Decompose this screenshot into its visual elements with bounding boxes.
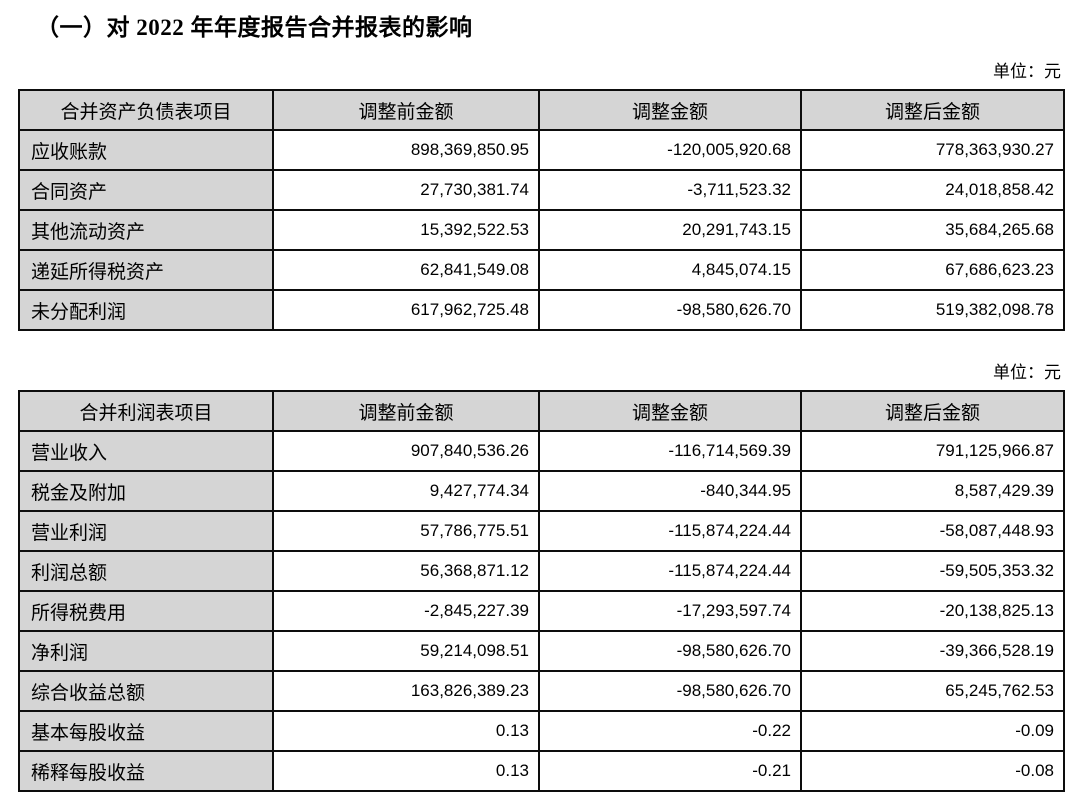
item-cell: 未分配利润 <box>18 289 274 331</box>
table-row: 应收账款 898,369,850.95 -120,005,920.68 778,… <box>18 129 1065 171</box>
value-cell-adjustment: -115,874,224.44 <box>538 510 802 552</box>
value-cell-after: 778,363,930.27 <box>800 129 1065 171</box>
value-cell-after: -39,366,528.19 <box>800 630 1065 672</box>
value-cell-after: -58,087,448.93 <box>800 510 1065 552</box>
table-row: 所得税费用 -2,845,227.39 -17,293,597.74 -20,1… <box>18 590 1065 632</box>
income-statement-header-row: 合并利润表项目 调整前金额 调整金额 调整后金额 <box>18 390 1065 432</box>
value-cell-adjustment: -98,580,626.70 <box>538 630 802 672</box>
value-cell-after: 8,587,429.39 <box>800 470 1065 512</box>
header-cell-adjustment: 调整金额 <box>538 390 802 432</box>
value-cell-before: 62,841,549.08 <box>272 249 540 291</box>
unit-label-income-statement: 单位：元 <box>993 363 1061 382</box>
value-cell-adjustment: -98,580,626.70 <box>538 670 802 712</box>
item-cell: 应收账款 <box>18 129 274 171</box>
value-cell-adjustment: -116,714,569.39 <box>538 430 802 472</box>
item-cell: 其他流动资产 <box>18 209 274 251</box>
item-cell: 递延所得税资产 <box>18 249 274 291</box>
value-cell-after: -0.09 <box>800 710 1065 752</box>
income-statement-table: 合并利润表项目 调整前金额 调整金额 调整后金额 营业收入 907,840,53… <box>18 390 1065 792</box>
value-cell-after: 519,382,098.78 <box>800 289 1065 331</box>
table-row: 税金及附加 9,427,774.34 -840,344.95 8,587,429… <box>18 470 1065 512</box>
value-cell-adjustment: -120,005,920.68 <box>538 129 802 171</box>
value-cell-after: 24,018,858.42 <box>800 169 1065 211</box>
table-row: 营业收入 907,840,536.26 -116,714,569.39 791,… <box>18 430 1065 472</box>
value-cell-before: 56,368,871.12 <box>272 550 540 592</box>
value-cell-before: 0.13 <box>272 710 540 752</box>
value-cell-adjustment: 4,845,074.15 <box>538 249 802 291</box>
value-cell-before: 898,369,850.95 <box>272 129 540 171</box>
header-cell-after: 调整后金额 <box>800 89 1065 131</box>
item-cell: 营业收入 <box>18 430 274 472</box>
value-cell-after: 67,686,623.23 <box>800 249 1065 291</box>
value-cell-adjustment: -17,293,597.74 <box>538 590 802 632</box>
value-cell-before: 9,427,774.34 <box>272 470 540 512</box>
value-cell-before: 15,392,522.53 <box>272 209 540 251</box>
item-cell: 合同资产 <box>18 169 274 211</box>
item-cell: 所得税费用 <box>18 590 274 632</box>
table-row: 其他流动资产 15,392,522.53 20,291,743.15 35,68… <box>18 209 1065 251</box>
header-cell-before: 调整前金额 <box>272 89 540 131</box>
table-row: 递延所得税资产 62,841,549.08 4,845,074.15 67,68… <box>18 249 1065 291</box>
value-cell-before: 163,826,389.23 <box>272 670 540 712</box>
unit-label-balance-sheet: 单位：元 <box>993 62 1061 81</box>
header-cell-item: 合并利润表项目 <box>18 390 274 432</box>
value-cell-before: -2,845,227.39 <box>272 590 540 632</box>
value-cell-after: 35,684,265.68 <box>800 209 1065 251</box>
table-row: 稀释每股收益 0.13 -0.21 -0.08 <box>18 750 1065 792</box>
balance-sheet-header-row: 合并资产负债表项目 调整前金额 调整金额 调整后金额 <box>18 89 1065 131</box>
value-cell-before: 57,786,775.51 <box>272 510 540 552</box>
table-row: 综合收益总额 163,826,389.23 -98,580,626.70 65,… <box>18 670 1065 712</box>
item-cell: 利润总额 <box>18 550 274 592</box>
balance-sheet-table: 合并资产负债表项目 调整前金额 调整金额 调整后金额 应收账款 898,369,… <box>18 89 1065 331</box>
value-cell-adjustment: -98,580,626.70 <box>538 289 802 331</box>
header-cell-item: 合并资产负债表项目 <box>18 89 274 131</box>
value-cell-before: 907,840,536.26 <box>272 430 540 472</box>
table-row: 净利润 59,214,098.51 -98,580,626.70 -39,366… <box>18 630 1065 672</box>
item-cell: 基本每股收益 <box>18 710 274 752</box>
value-cell-adjustment: 20,291,743.15 <box>538 209 802 251</box>
value-cell-before: 617,962,725.48 <box>272 289 540 331</box>
value-cell-before: 27,730,381.74 <box>272 169 540 211</box>
value-cell-before: 0.13 <box>272 750 540 792</box>
item-cell: 稀释每股收益 <box>18 750 274 792</box>
value-cell-before: 59,214,098.51 <box>272 630 540 672</box>
item-cell: 净利润 <box>18 630 274 672</box>
item-cell: 税金及附加 <box>18 470 274 512</box>
page-title: （一）对 2022 年年度报告合并报表的影响 <box>36 15 473 40</box>
table-row: 利润总额 56,368,871.12 -115,874,224.44 -59,5… <box>18 550 1065 592</box>
header-cell-adjustment: 调整金额 <box>538 89 802 131</box>
value-cell-after: -20,138,825.13 <box>800 590 1065 632</box>
table-row: 基本每股收益 0.13 -0.22 -0.09 <box>18 710 1065 752</box>
value-cell-after: -59,505,353.32 <box>800 550 1065 592</box>
header-cell-after: 调整后金额 <box>800 390 1065 432</box>
table-row: 合同资产 27,730,381.74 -3,711,523.32 24,018,… <box>18 169 1065 211</box>
value-cell-adjustment: -3,711,523.32 <box>538 169 802 211</box>
value-cell-after: 65,245,762.53 <box>800 670 1065 712</box>
value-cell-after: 791,125,966.87 <box>800 430 1065 472</box>
value-cell-adjustment: -0.21 <box>538 750 802 792</box>
value-cell-after: -0.08 <box>800 750 1065 792</box>
header-cell-before: 调整前金额 <box>272 390 540 432</box>
table-row: 未分配利润 617,962,725.48 -98,580,626.70 519,… <box>18 289 1065 331</box>
item-cell: 综合收益总额 <box>18 670 274 712</box>
item-cell: 营业利润 <box>18 510 274 552</box>
value-cell-adjustment: -0.22 <box>538 710 802 752</box>
value-cell-adjustment: -840,344.95 <box>538 470 802 512</box>
value-cell-adjustment: -115,874,224.44 <box>538 550 802 592</box>
table-row: 营业利润 57,786,775.51 -115,874,224.44 -58,0… <box>18 510 1065 552</box>
